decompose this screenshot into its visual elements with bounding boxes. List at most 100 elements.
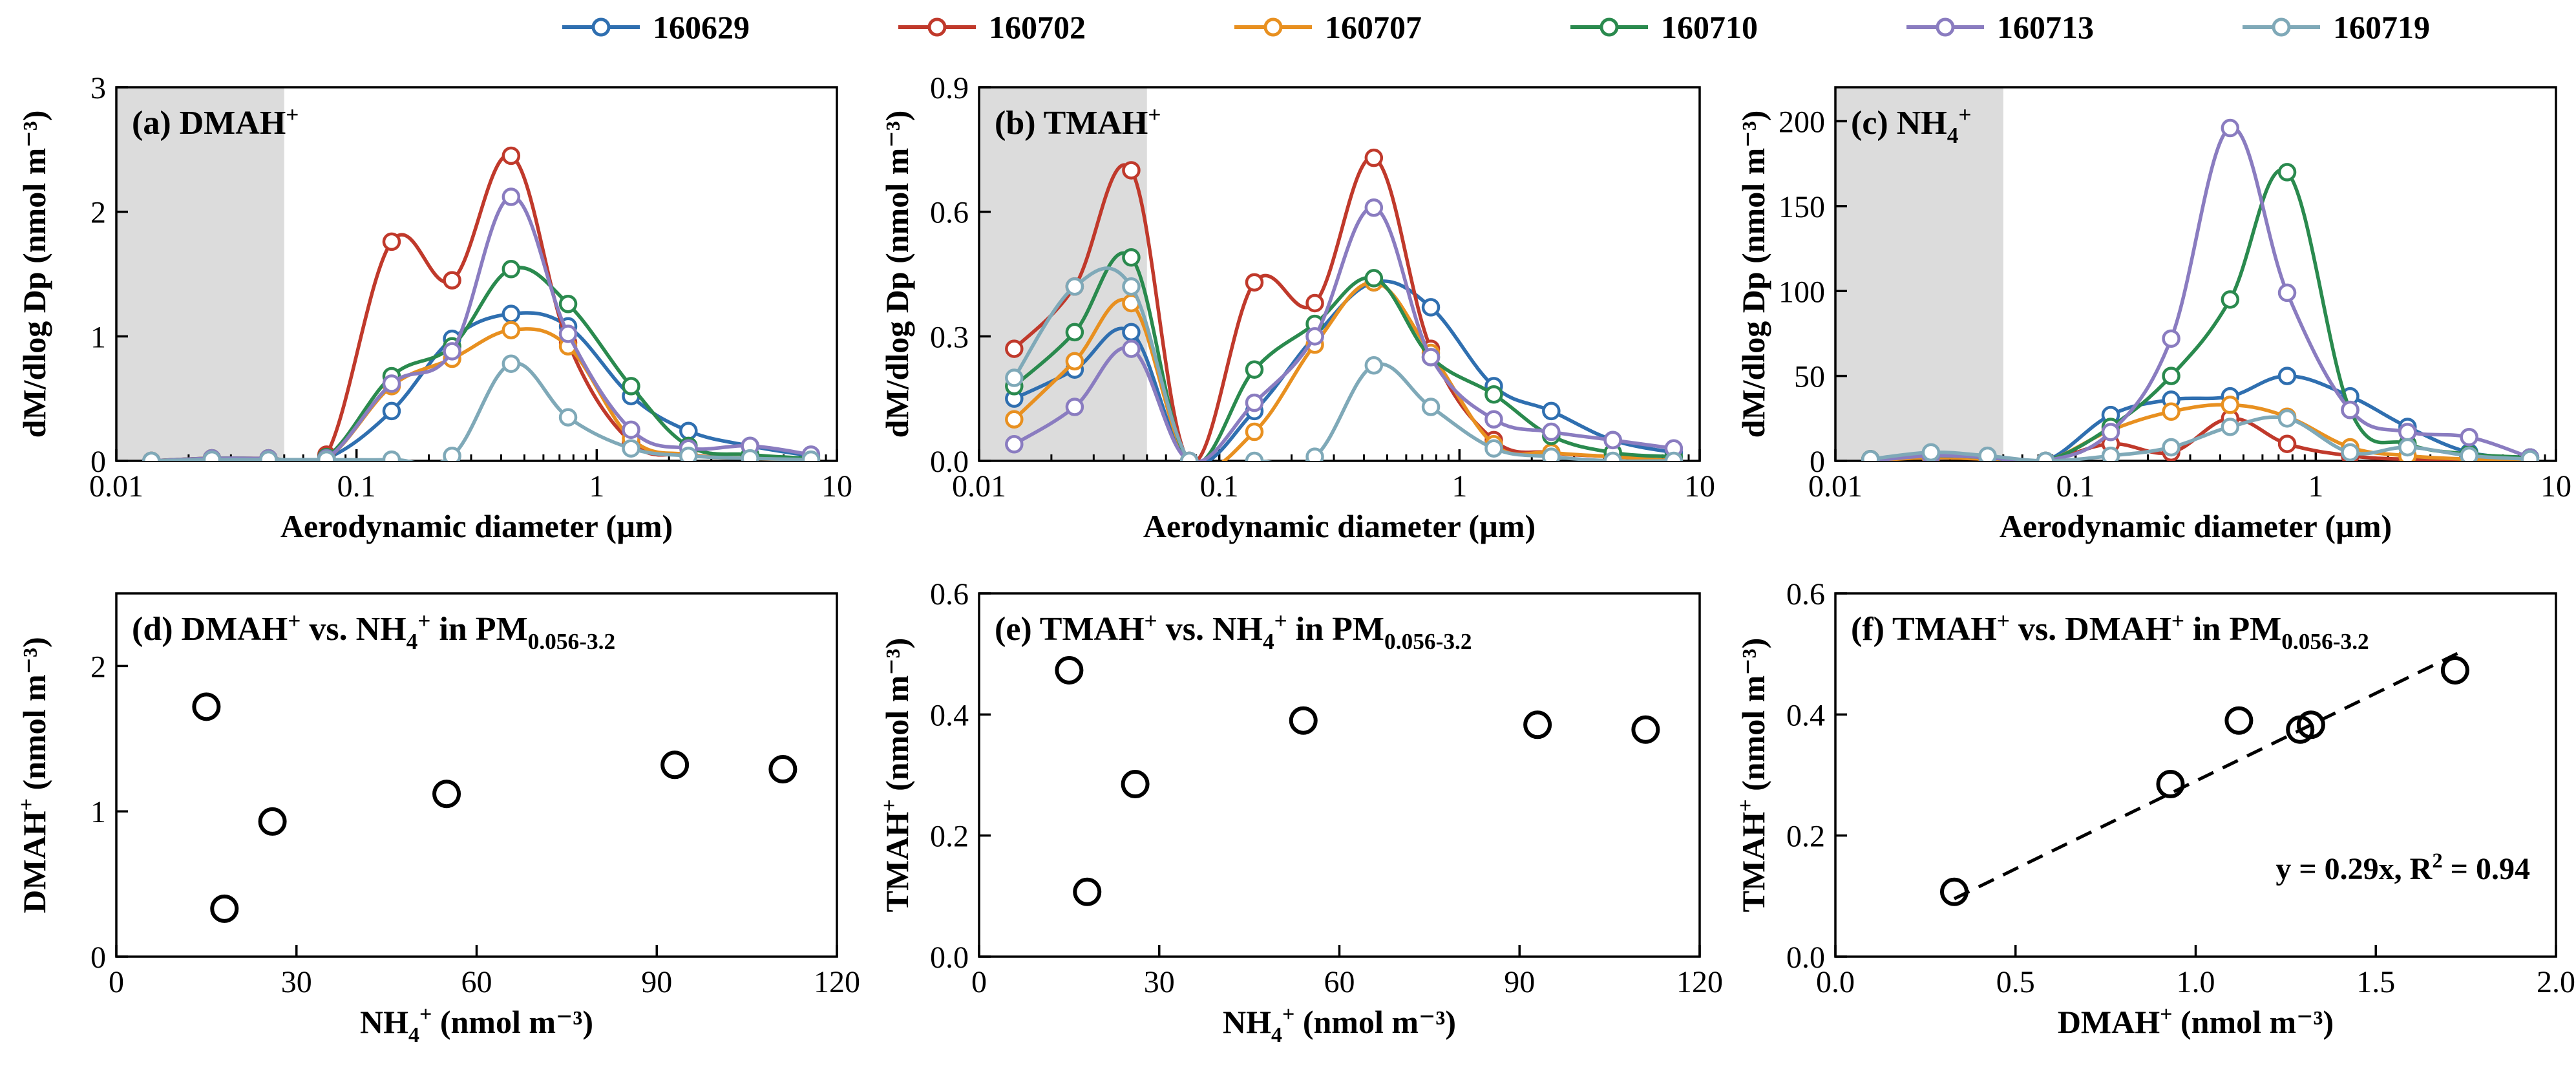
data-point-160710 bbox=[1484, 385, 1503, 404]
data-point-160713 bbox=[501, 187, 521, 206]
data-point-160629 bbox=[679, 421, 698, 441]
data-point-160719 bbox=[142, 451, 161, 461]
data-point-160702 bbox=[1305, 293, 1324, 313]
legend: 160629 160702 160707 160710 160713 160719 bbox=[562, 9, 2430, 45]
x-tick-label: 90 bbox=[641, 965, 672, 999]
data-point-160719 bbox=[1305, 447, 1324, 461]
data-point-160719 bbox=[801, 450, 821, 461]
legend-marker-160707 bbox=[1263, 17, 1283, 37]
data-point-160713 bbox=[2277, 283, 2297, 303]
legend-label-160707: 160707 bbox=[1325, 9, 1422, 45]
panel-label: (b) TMAH+ bbox=[995, 101, 1161, 142]
scatter-point bbox=[1055, 655, 1084, 685]
data-point-160710 bbox=[622, 377, 640, 396]
y-tick-label: 1 bbox=[90, 320, 106, 354]
y-tick-label: 0.6 bbox=[930, 196, 969, 230]
data-point-160629 bbox=[1122, 323, 1141, 342]
x-tick-label: 60 bbox=[1324, 965, 1355, 999]
data-point-160719 bbox=[622, 439, 640, 458]
panel-f: 0.0 0.5 1.0 1.5 2.0 0.0 0.2 0.4 0.6 DMAH+ (nmol m… bbox=[1734, 577, 2575, 1040]
plot-frame bbox=[978, 86, 1701, 462]
x-tick-label: 1.0 bbox=[2177, 965, 2215, 999]
data-point-160702 bbox=[501, 146, 521, 165]
data-point-160713 bbox=[1245, 393, 1264, 412]
y-tick-label: 2 bbox=[90, 650, 106, 684]
x-tick-label: 0.0 bbox=[1816, 965, 1855, 999]
scatter-point bbox=[210, 894, 239, 923]
y-tick-label: 0 bbox=[90, 940, 106, 975]
data-point-160629 bbox=[501, 304, 521, 323]
x-tick-label: 10 bbox=[821, 469, 852, 504]
y-axis-title: TMAH+ (nmol m⁻³) bbox=[878, 638, 915, 913]
plot-area bbox=[1861, 118, 2540, 461]
data-point-160719 bbox=[317, 450, 336, 461]
data-point-160719 bbox=[1245, 451, 1264, 461]
y-axis-title: dM/dlog Dp (nmol m⁻³) bbox=[879, 111, 915, 438]
data-point-160710 bbox=[1245, 360, 1264, 379]
data-point-160713 bbox=[2221, 118, 2240, 138]
data-point-160719 bbox=[1065, 277, 1084, 296]
data-point-160719 bbox=[1603, 451, 1622, 461]
y-tick-label: 0.9 bbox=[930, 71, 969, 105]
y-tick-label: 0.6 bbox=[930, 577, 969, 611]
y-tick-label: 0.0 bbox=[930, 445, 969, 479]
data-point-160707 bbox=[1005, 410, 1024, 429]
y-tick-label: 0.4 bbox=[930, 698, 969, 732]
legend-label-160702: 160702 bbox=[989, 9, 1086, 45]
data-point-160719 bbox=[2162, 438, 2180, 457]
scatter-point bbox=[660, 750, 690, 780]
x-axis-title: NH4+ (nmol m⁻³) bbox=[360, 1003, 593, 1047]
data-point-160719 bbox=[1921, 443, 1941, 461]
y-tick-label: 0 bbox=[90, 445, 106, 479]
plot-frame bbox=[115, 86, 838, 462]
data-point-160713 bbox=[558, 324, 578, 343]
x-tick-label: 1 bbox=[589, 469, 604, 504]
y-tick-label: 0.2 bbox=[930, 820, 969, 854]
plot-frame bbox=[115, 592, 838, 958]
legend-marker-160710 bbox=[1599, 17, 1619, 37]
data-point-160719 bbox=[741, 449, 759, 461]
data-point-160710 bbox=[1122, 248, 1141, 267]
data-point-160710 bbox=[2162, 367, 2180, 385]
y-tick-label: 0.0 bbox=[1786, 940, 1825, 975]
data-point-160719 bbox=[1005, 368, 1024, 387]
data-point-160713 bbox=[2398, 423, 2417, 441]
plot-frame bbox=[1834, 86, 2557, 462]
data-point-160719 bbox=[259, 450, 278, 461]
legend-marker-160629 bbox=[591, 17, 611, 37]
x-tick-label: 1 bbox=[1452, 469, 1467, 504]
data-point-160702 bbox=[2277, 434, 2297, 453]
data-point-160702 bbox=[1364, 148, 1384, 167]
x-tick-label: 0.1 bbox=[2056, 469, 2095, 504]
data-point-160707 bbox=[501, 321, 521, 339]
data-point-160707 bbox=[2221, 396, 2240, 414]
panel-label: (f) TMAH+ vs. DMAH+ in PM0.056-3.2 bbox=[1851, 608, 2369, 654]
legend-label-160713: 160713 bbox=[1997, 9, 2094, 45]
x-tick-label: 0 bbox=[971, 965, 987, 999]
x-tick-label: 120 bbox=[1676, 965, 1723, 999]
fit-line bbox=[1953, 648, 2467, 900]
x-axis-title: Aerodynamic diameter (µm) bbox=[2000, 508, 2392, 544]
plot-frame bbox=[1834, 592, 2557, 958]
data-point-160719 bbox=[1978, 446, 1997, 461]
data-point-160702 bbox=[1005, 339, 1024, 358]
panel-e: 0 30 60 90 120 0.0 0.2 0.4 0.6 NH4+ (nmol m⁻³) TMA… bbox=[878, 577, 1723, 1047]
data-point-160707 bbox=[1065, 352, 1084, 371]
plot-frame bbox=[978, 592, 1701, 958]
scatter-point bbox=[2440, 655, 2469, 685]
data-point-160719 bbox=[2341, 443, 2360, 461]
data-point-160713 bbox=[443, 342, 461, 361]
fit-equation: y = 0.29x, R2 = 0.94 bbox=[2275, 849, 2530, 886]
data-point-160713 bbox=[2162, 329, 2180, 348]
data-point-160719 bbox=[2460, 446, 2478, 461]
data-point-160702 bbox=[1245, 273, 1264, 292]
panel-label: (e) TMAH+ vs. NH4+ in PM0.056-3.2 bbox=[995, 608, 1472, 654]
scatter-point bbox=[258, 807, 287, 836]
scatter-point bbox=[1289, 706, 1318, 735]
data-point-160719 bbox=[1179, 451, 1199, 461]
x-tick-label: 0.01 bbox=[89, 469, 143, 504]
data-point-160713 bbox=[382, 374, 401, 393]
scatter-point bbox=[768, 755, 797, 784]
